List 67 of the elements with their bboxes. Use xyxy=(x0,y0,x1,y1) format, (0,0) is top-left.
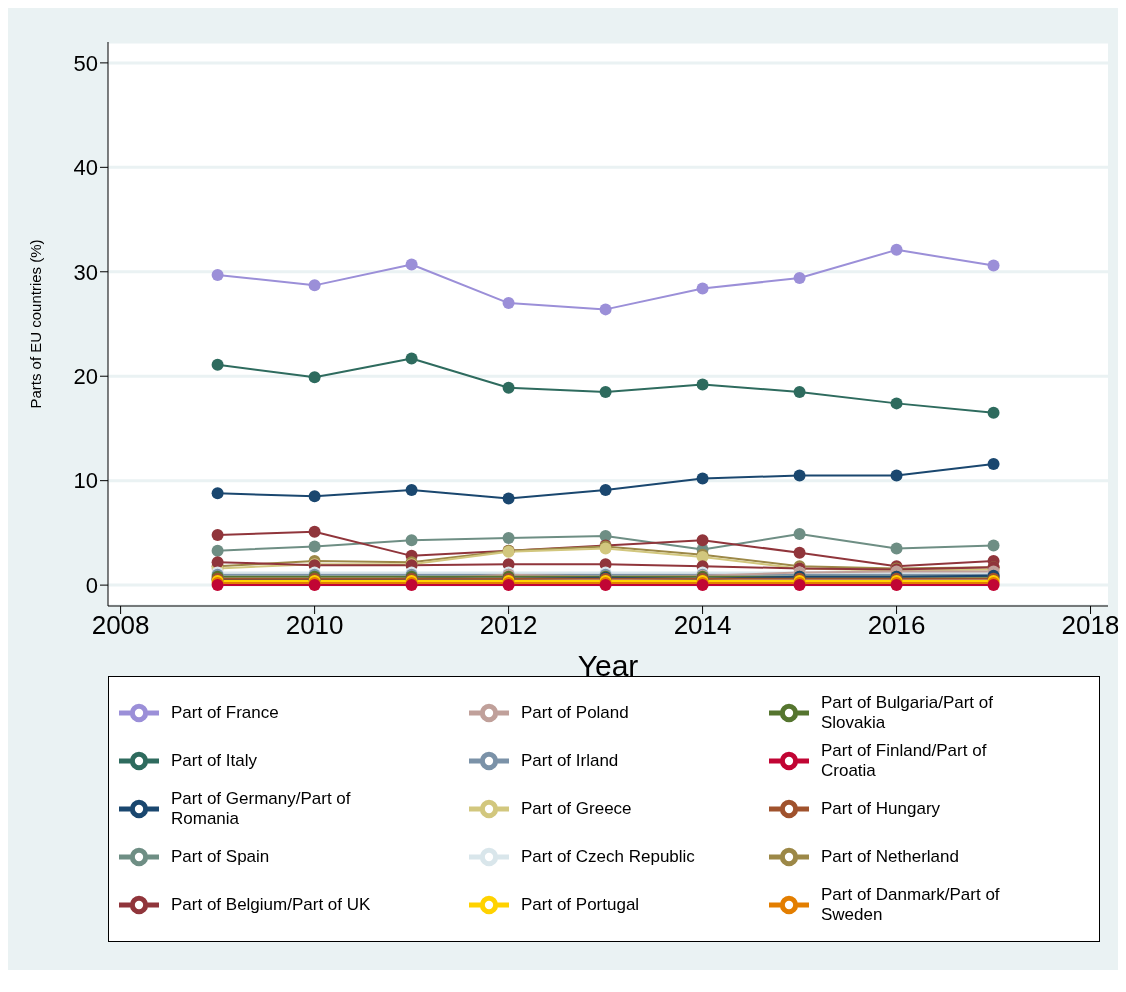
legend-label: Part of Greece xyxy=(521,799,632,819)
legend-label: Part of Finland/Part of Croatia xyxy=(821,741,988,781)
legend-label: Part of Irland xyxy=(521,751,619,771)
point xyxy=(502,297,515,310)
point xyxy=(793,385,806,398)
x-axis-title: Year xyxy=(577,649,639,682)
legend-label: Part of Poland xyxy=(521,703,629,723)
x-tick-label: 2010 xyxy=(285,610,344,641)
legend-label: Part of Italy xyxy=(171,751,257,771)
point xyxy=(502,532,515,545)
point xyxy=(599,484,612,497)
point xyxy=(502,381,515,394)
point xyxy=(987,259,1000,272)
legend-label: Part of France xyxy=(171,703,279,723)
point xyxy=(308,525,321,538)
point xyxy=(793,272,806,285)
legend-label: Part of Spain xyxy=(171,847,270,867)
x-tick-label: 2018 xyxy=(1061,610,1120,641)
point xyxy=(890,542,903,555)
point xyxy=(793,469,806,482)
y-tick-label: 50 xyxy=(73,50,98,76)
point xyxy=(308,371,321,384)
point xyxy=(696,378,709,391)
point xyxy=(405,484,418,497)
x-tick-label: 2016 xyxy=(867,610,926,641)
point xyxy=(211,544,224,557)
point xyxy=(211,268,224,281)
y-tick-label: 30 xyxy=(73,259,98,285)
y-axis-title: Parts of EU countries (%) xyxy=(27,239,45,409)
point xyxy=(599,385,612,398)
point xyxy=(890,397,903,410)
point xyxy=(793,527,806,540)
point xyxy=(696,472,709,485)
legend-label: Part of Bulgaria/Part of Slovakia xyxy=(821,693,994,733)
legend-label: Part of Danmark/Part of Sweden xyxy=(821,885,1001,925)
y-tick-label: 10 xyxy=(73,468,98,494)
point xyxy=(502,492,515,505)
x-tick-label: 2008 xyxy=(91,610,150,641)
y-tick-label: 20 xyxy=(73,364,98,390)
point xyxy=(987,539,1000,552)
y-tick-label: 0 xyxy=(85,572,98,598)
legend-label: Part of Belgium/Part of UK xyxy=(171,895,371,915)
point xyxy=(308,490,321,503)
point xyxy=(890,469,903,482)
point xyxy=(405,534,418,547)
legend-label: Part of Hungary xyxy=(821,799,941,819)
point xyxy=(696,282,709,295)
legend-label: Part of Portugal xyxy=(521,895,640,915)
point xyxy=(890,243,903,256)
point xyxy=(987,406,1000,419)
point xyxy=(793,546,806,559)
point xyxy=(308,540,321,553)
point xyxy=(987,457,1000,470)
point xyxy=(308,279,321,292)
legend-label: Part of Czech Republic xyxy=(521,847,695,867)
y-tick-label: 40 xyxy=(73,155,98,181)
legend-label: Part of Germany/Part of Romania xyxy=(171,789,352,829)
point xyxy=(405,258,418,271)
point xyxy=(696,534,709,547)
legend-label: Part of Netherland xyxy=(821,847,959,867)
point xyxy=(211,528,224,541)
x-tick-label: 2012 xyxy=(479,610,538,641)
point xyxy=(405,352,418,365)
point xyxy=(599,303,612,316)
x-tick-label: 2014 xyxy=(673,610,732,641)
point xyxy=(211,487,224,500)
point xyxy=(211,358,224,371)
